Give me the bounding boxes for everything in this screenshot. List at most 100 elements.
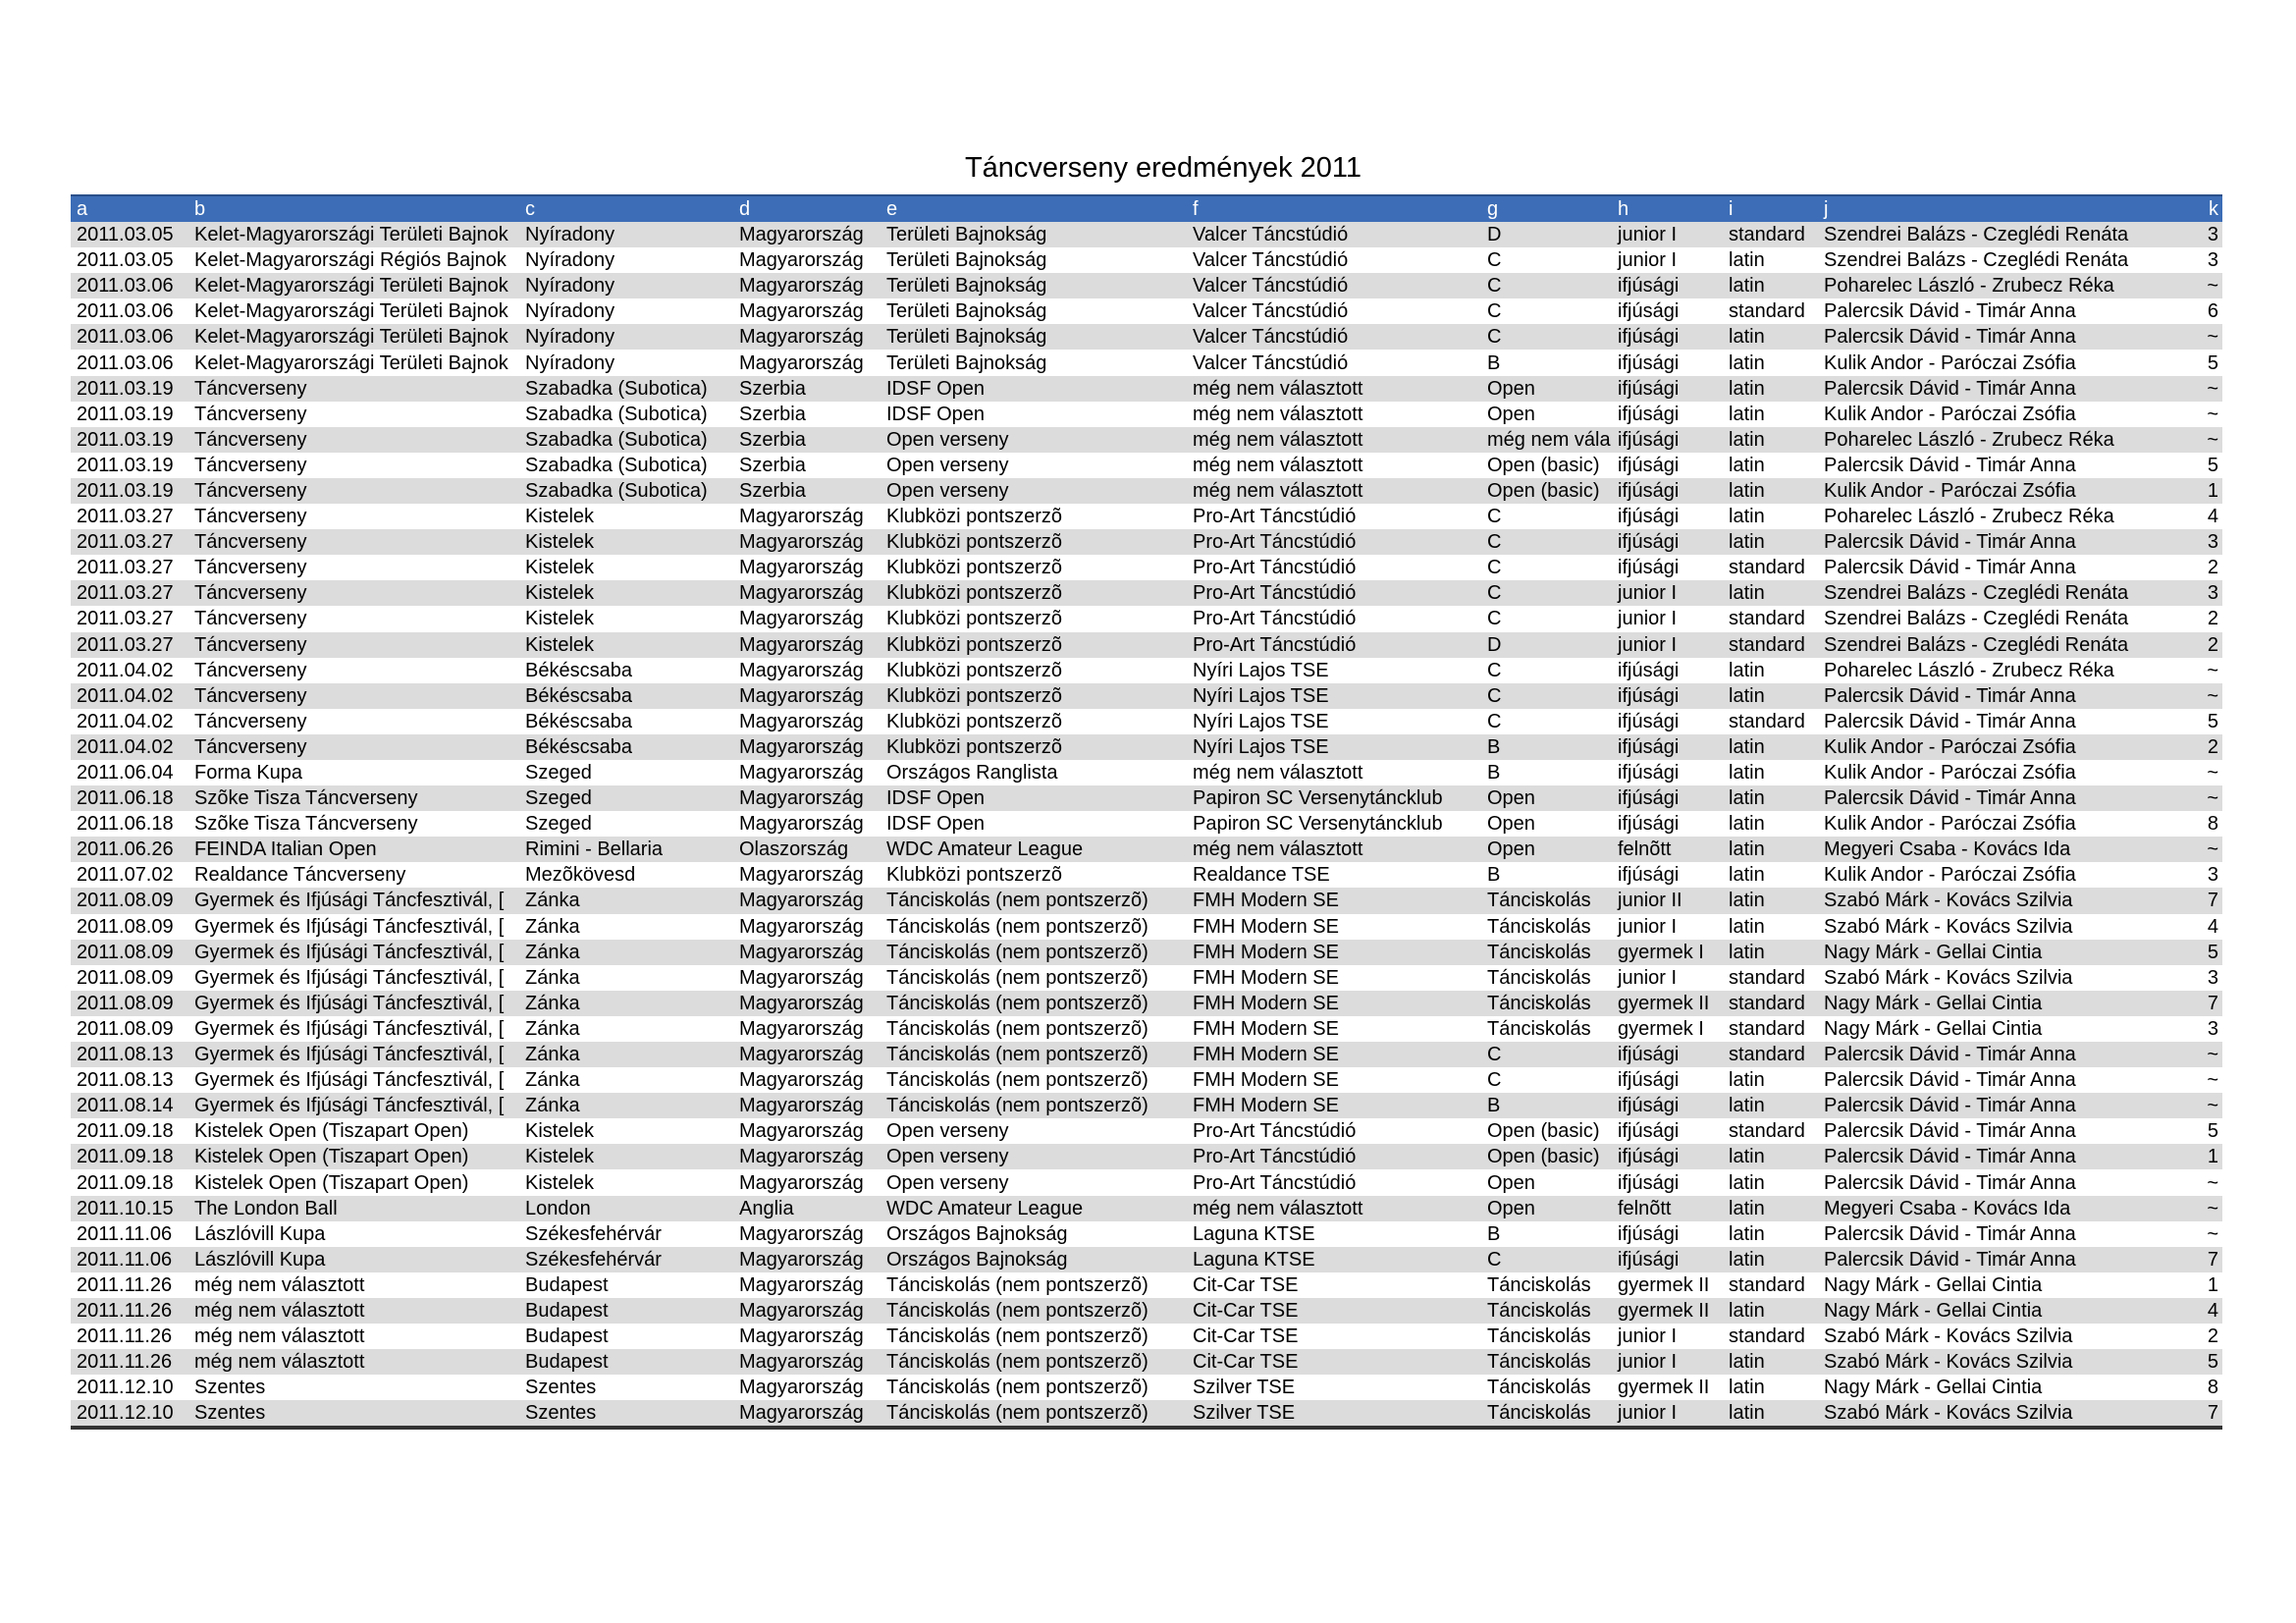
- table-cell: Tánciskolás: [1487, 966, 1591, 989]
- table-cell: 2011.11.06: [71, 1246, 188, 1272]
- table-cell: latin: [1729, 813, 1765, 836]
- table-row: 2011.03.27 Táncverseny Kistelek Magyarorszá…: [71, 504, 2222, 529]
- table-cell: Magyarország: [733, 222, 881, 248]
- table-cell: 2011.03.06: [77, 352, 174, 374]
- table-cell: 2011.12.10: [71, 1400, 188, 1429]
- table-cell: standard: [1723, 222, 1818, 248]
- table-cell: Magyarország: [739, 1222, 864, 1245]
- table-cell: D: [1481, 222, 1612, 248]
- table-row: 2011.03.05 Kelet-Magyarországi Területi B…: [71, 222, 2222, 248]
- table-cell: 2011.03.27: [71, 529, 188, 556]
- table-cell: Magyarország: [739, 352, 864, 374]
- table-cell: B: [1487, 1222, 1501, 1245]
- table-cell: junior I: [1618, 608, 1678, 630]
- table-cell: Open: [1481, 837, 1612, 863]
- table-cell: Magyarország: [739, 915, 864, 938]
- table-cell: Magyarország: [733, 273, 881, 299]
- table-cell: C: [1481, 682, 1612, 709]
- table-cell: latin: [1729, 454, 1765, 476]
- table-cell: 2011.03.27: [71, 631, 188, 658]
- table-row: 2011.04.02 Táncverseny Békéscsaba Magyarors…: [71, 709, 2222, 734]
- table-cell: 5: [2207, 454, 2218, 476]
- table-cell: Tánciskolás: [1481, 939, 1612, 965]
- table-cell: Nagy Márk - Gellai Cintia: [1824, 1017, 2043, 1040]
- table-cell: Tánciskolás (nem pontszerzõ): [886, 1377, 1148, 1399]
- table-cell: Klubközi pontszerzõ: [886, 608, 1062, 630]
- table-cell: IDSF Open: [886, 403, 986, 425]
- table-cell: Open: [1481, 785, 1612, 812]
- table-row: 2011.12.10 Szentes Szentes Magyarország Tánc…: [71, 1375, 2222, 1400]
- table-cell: latin: [1723, 375, 1818, 402]
- table-cell: Kulik Andor - Paróczai Zsófia: [1818, 733, 2160, 760]
- table-cell: Open (basic): [1487, 454, 1600, 476]
- table-cell: 2011.03.06: [71, 273, 188, 299]
- table-cell: Magyarország: [733, 529, 881, 556]
- table-cell: Szabó Márk - Kovács Szilvia: [1818, 1400, 2160, 1429]
- table-cell: Zánka: [519, 1042, 733, 1068]
- table-row: 2011.10.15 The London Ball London Anglia WDC…: [71, 1195, 2222, 1221]
- table-cell: 2011.03.19: [71, 477, 188, 505]
- table-cell: Kelet-Magyarországi Területi Bajnok: [188, 324, 519, 351]
- table-cell: Kistelek: [519, 1144, 733, 1170]
- table-row: 2011.03.19 Táncverseny Szabadka (Subotica)…: [71, 426, 2222, 453]
- table-cell: Kistelek Open (Tiszapart Open): [194, 1120, 469, 1143]
- table-row: 2011.08.09 Gyermek és Ifjúsági Táncfeszti…: [71, 990, 2222, 1016]
- table-cell: latin: [1729, 659, 1765, 681]
- table-cell: ~: [2160, 682, 2222, 709]
- column-header: e: [881, 194, 1187, 222]
- table-cell: Kelet-Magyarországi Területi Bajnok: [194, 300, 508, 323]
- table-cell: Magyarország: [733, 682, 881, 709]
- table-cell: Valcer Táncstúdió: [1193, 249, 1349, 272]
- table-cell: Nyíradony: [525, 352, 615, 374]
- table-cell: ~: [2207, 659, 2218, 681]
- table-cell: Szabadka (Subotica): [525, 403, 708, 425]
- table-cell: Tánciskolás: [1487, 1377, 1591, 1399]
- table-cell: Pro-Art Táncstúdió: [1187, 580, 1481, 607]
- table-cell: 2011.03.05: [77, 249, 174, 272]
- table-row: 2011.03.06 Kelet-Magyarországi Területi B…: [71, 298, 2222, 324]
- table-cell: 2011.03.19: [71, 426, 188, 453]
- table-cell: Tánciskolás: [1487, 1273, 1591, 1296]
- table-row: 2011.11.26 még nem választott Budapest Magy…: [71, 1272, 2222, 1298]
- table-cell: 2011.03.06: [71, 324, 188, 351]
- table-cell: 8: [2207, 813, 2218, 836]
- table-cell: Tánciskolás (nem pontszerzõ): [881, 1400, 1187, 1429]
- table-cell: Békéscsaba: [519, 682, 733, 709]
- table-row: 2011.03.27 Táncverseny Kistelek Magyarorszá…: [71, 529, 2222, 556]
- table-cell: C: [1487, 608, 1502, 630]
- table-cell: Tánciskolás (nem pontszerzõ): [881, 990, 1187, 1016]
- table-cell: 2011.08.09: [71, 888, 188, 914]
- table-cell: Szendrei Balázs - Czeglédi Renáta: [1818, 580, 2160, 607]
- table-cell: ifjúsági: [1612, 682, 1723, 709]
- table-cell: Nagy Márk - Gellai Cintia: [1824, 1273, 2043, 1296]
- table-cell: standard: [1723, 631, 1818, 658]
- table-cell: 2011.06.04: [77, 762, 174, 784]
- table-cell: Magyarország: [739, 659, 864, 681]
- table-cell: C: [1487, 710, 1502, 732]
- table-cell: ~: [2160, 324, 2222, 351]
- table-row: 2011.11.26 még nem választott Budapest Magy…: [71, 1349, 2222, 1376]
- table-cell: Magyarország: [739, 557, 864, 579]
- table-cell: Kistelek: [519, 631, 733, 658]
- table-cell: Kelet-Magyarországi Régiós Bajnok: [194, 249, 507, 272]
- table-cell: Országos Bajnokság: [881, 1246, 1187, 1272]
- table-cell: Poharelec László - Zrubecz Réka: [1824, 659, 2114, 681]
- table-cell: Országos Bajnokság: [886, 1222, 1068, 1245]
- table-cell: Szerbia: [733, 426, 881, 453]
- table-cell: Szabó Márk - Kovács Szilvia: [1824, 915, 2073, 938]
- table-row: 2011.08.14 Gyermek és Ifjúsági Táncfeszti…: [71, 1093, 2222, 1119]
- table-cell: 5: [2160, 1349, 2222, 1376]
- table-cell: Békéscsaba: [525, 710, 632, 732]
- table-row: 2011.08.13 Gyermek és Ifjúsági Táncfeszti…: [71, 1067, 2222, 1093]
- table-cell: ~: [2207, 1222, 2218, 1245]
- table-cell: Cit-Car TSE: [1187, 1297, 1481, 1325]
- table-cell: C: [1487, 249, 1502, 272]
- table-cell: Pro-Art Táncstúdió: [1193, 1120, 1357, 1143]
- table-cell: 2011.03.06: [77, 300, 174, 323]
- table-cell: junior I: [1618, 915, 1678, 938]
- table-cell: Magyarország: [733, 1246, 881, 1272]
- table-cell: Palercsik Dávid - Timár Anna: [1824, 300, 2076, 323]
- table-cell: Nyíri Lajos TSE: [1193, 710, 1329, 732]
- table-cell: FMH Modern SE: [1193, 915, 1339, 938]
- table-cell: még nem választott: [188, 1349, 519, 1376]
